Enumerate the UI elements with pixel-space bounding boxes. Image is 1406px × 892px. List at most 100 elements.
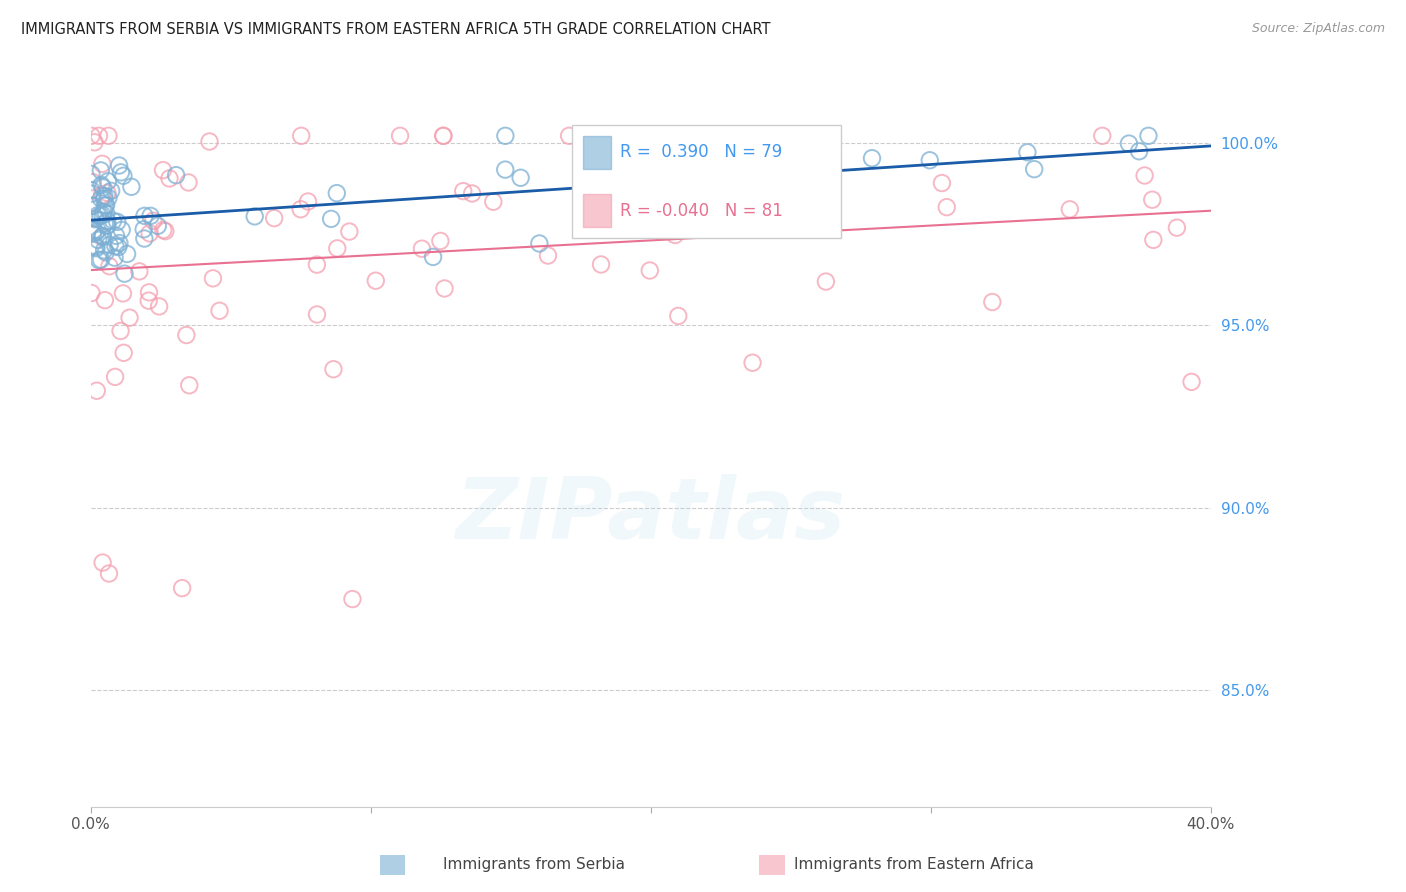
Point	[111, 286, 134, 301]
Text: Immigrants from Eastern Africa: Immigrants from Eastern Africa	[794, 857, 1033, 872]
Point	[96, 206, 118, 220]
Point	[134, 209, 156, 223]
Point	[91, 188, 114, 202]
Point	[105, 215, 128, 229]
Point	[176, 328, 198, 343]
Point	[159, 171, 181, 186]
Point	[120, 179, 142, 194]
Point	[931, 176, 953, 190]
Point	[179, 378, 201, 392]
Point	[90, 230, 112, 244]
Point	[678, 203, 700, 218]
Point	[305, 308, 328, 322]
Point	[80, 183, 103, 197]
Point	[494, 162, 516, 177]
Point	[114, 267, 136, 281]
Point	[305, 258, 328, 272]
Point	[84, 239, 107, 253]
Point	[146, 219, 169, 233]
Point	[105, 228, 128, 243]
Point	[98, 238, 121, 252]
Point	[101, 213, 124, 227]
Point	[87, 233, 110, 247]
Text: Source: ZipAtlas.com: Source: ZipAtlas.com	[1251, 22, 1385, 36]
Point	[97, 174, 120, 188]
Point	[93, 192, 115, 206]
Point	[243, 210, 266, 224]
Point	[107, 240, 129, 254]
Point	[100, 184, 122, 198]
Point	[155, 224, 177, 238]
Point	[645, 187, 668, 202]
Point	[432, 128, 454, 143]
Point	[1118, 136, 1140, 151]
Point	[1166, 220, 1188, 235]
Point	[90, 192, 112, 206]
Point	[87, 208, 110, 222]
Point	[82, 227, 104, 241]
Point	[96, 219, 118, 233]
Point	[666, 309, 689, 323]
Point	[86, 223, 108, 237]
Point	[93, 189, 115, 203]
Point	[654, 137, 676, 152]
Point	[537, 248, 560, 262]
Point	[741, 356, 763, 370]
Point	[98, 566, 121, 581]
Point	[1142, 193, 1164, 207]
Point	[90, 163, 112, 178]
Point	[96, 219, 118, 233]
Point	[172, 581, 194, 595]
Point	[84, 211, 107, 226]
Point	[83, 223, 105, 237]
Point	[93, 217, 115, 231]
Point	[1137, 128, 1160, 143]
Point	[84, 212, 107, 227]
Point	[918, 153, 941, 168]
Point	[80, 285, 103, 300]
Point	[82, 175, 104, 189]
Point	[93, 244, 115, 258]
Point	[91, 180, 114, 194]
Point	[817, 181, 839, 195]
Point	[208, 303, 231, 318]
Point	[87, 128, 110, 143]
Point	[263, 211, 285, 226]
Point	[432, 128, 454, 143]
Point	[108, 159, 131, 173]
Point	[165, 168, 187, 182]
Point	[94, 245, 117, 260]
Point	[148, 300, 170, 314]
Point	[422, 250, 444, 264]
Point	[82, 199, 104, 213]
Point	[322, 362, 344, 376]
Point	[152, 223, 174, 237]
Point	[342, 592, 364, 607]
Point	[389, 128, 412, 143]
Text: Immigrants from Serbia: Immigrants from Serbia	[443, 857, 626, 872]
Point	[97, 191, 120, 205]
Point	[86, 241, 108, 255]
Point	[326, 186, 349, 201]
Point	[661, 179, 683, 194]
Point	[91, 229, 114, 244]
Point	[104, 239, 127, 253]
Point	[84, 226, 107, 240]
Text: IMMIGRANTS FROM SERBIA VS IMMIGRANTS FROM EASTERN AFRICA 5TH GRADE CORRELATION C: IMMIGRANTS FROM SERBIA VS IMMIGRANTS FRO…	[21, 22, 770, 37]
Point	[603, 128, 626, 143]
Point	[461, 186, 484, 201]
Point	[91, 229, 114, 244]
Point	[134, 231, 156, 245]
Point	[138, 293, 160, 308]
Point	[1024, 162, 1046, 177]
Point	[128, 264, 150, 278]
Point	[1142, 233, 1164, 247]
Point	[433, 281, 456, 295]
Point	[94, 199, 117, 213]
Point	[638, 263, 661, 277]
Point	[494, 128, 516, 143]
Point	[112, 346, 135, 360]
Point	[82, 199, 104, 213]
Point	[1180, 375, 1202, 389]
Point	[529, 236, 551, 251]
